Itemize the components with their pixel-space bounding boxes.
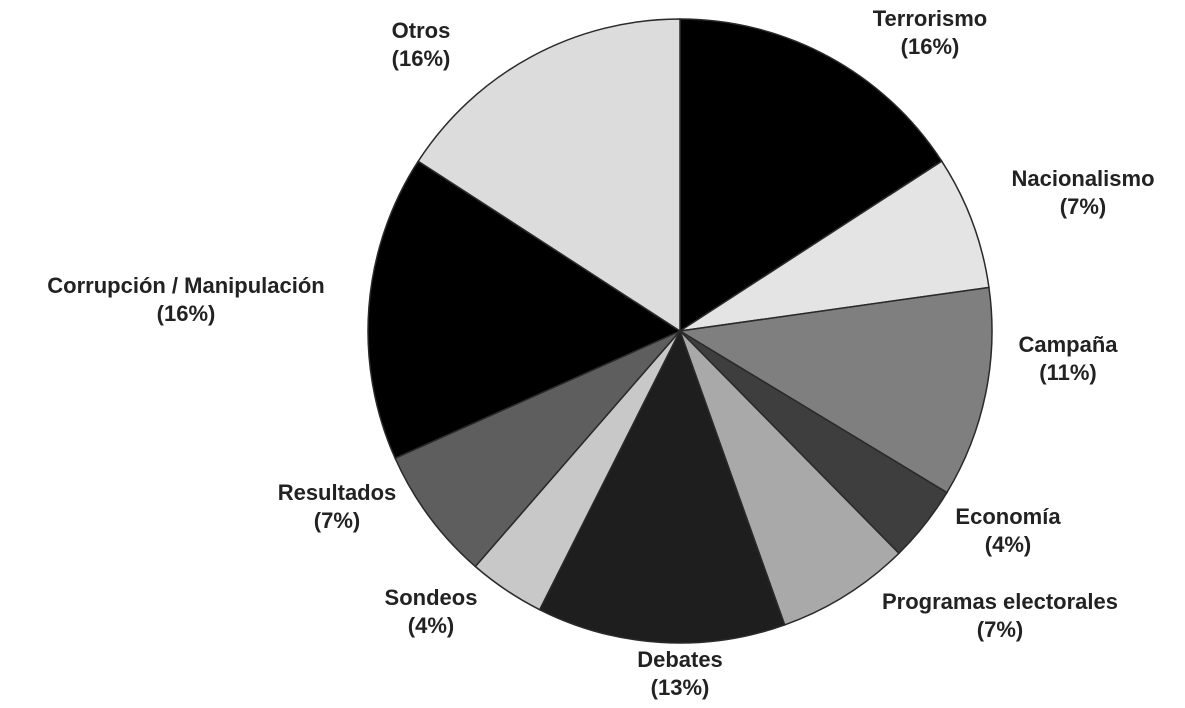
slice-percent-label: (7%) — [314, 508, 360, 533]
slice-label: Nacionalismo — [1011, 166, 1154, 191]
slice-percent-label: (4%) — [985, 532, 1031, 557]
slice-percent-label: (16%) — [901, 34, 960, 59]
slice-label: Otros — [392, 18, 451, 43]
pie-slice-resultados — [394, 330, 681, 568]
slice-label: Corrupción / Manipulación — [47, 273, 324, 298]
slice-label: Resultados — [278, 480, 397, 505]
slice-percent-label: (4%) — [408, 613, 454, 638]
pie-slice-corrupcion-manipulacion — [367, 160, 682, 460]
pie-slice-campana — [677, 286, 993, 494]
pie-slice-debates — [538, 329, 786, 644]
pie-slice-otros — [417, 18, 681, 333]
pie-slice-programas-electorales — [679, 330, 900, 626]
slice-percent-label: (16%) — [392, 46, 451, 71]
pie-slices — [367, 18, 993, 644]
pie-slice-nacionalismo — [679, 160, 990, 332]
pie-slice-terrorismo — [679, 18, 943, 333]
slice-label: Debates — [637, 647, 723, 672]
slice-percent-label: (13%) — [651, 675, 710, 700]
slice-label: Campaña — [1018, 332, 1118, 357]
slice-label: Programas electorales — [882, 589, 1118, 614]
slice-label: Terrorismo — [873, 6, 988, 31]
slice-label: Economía — [955, 504, 1061, 529]
slice-label: Sondeos — [385, 585, 478, 610]
slice-percent-label: (16%) — [157, 301, 216, 326]
slice-percent-label: (7%) — [1060, 194, 1106, 219]
slice-percent-label: (11%) — [1039, 360, 1096, 385]
pie-labels: Terrorismo (16%) Nacionalismo (7%) Campaña (1… — [47, 6, 1154, 700]
slice-percent-label: (7%) — [977, 617, 1023, 642]
